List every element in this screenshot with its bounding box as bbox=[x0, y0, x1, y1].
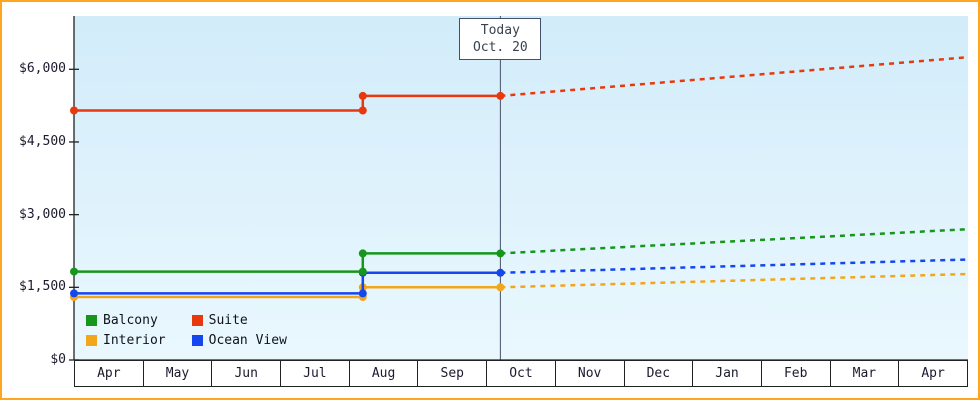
plot-background bbox=[74, 16, 968, 360]
month-cell-apr: Apr bbox=[898, 360, 968, 387]
legend-swatch-icon bbox=[191, 315, 203, 326]
series-projection-ocean-view bbox=[500, 258, 969, 275]
month-cell-nov: Nov bbox=[554, 360, 625, 387]
y-axis-label: $0 bbox=[50, 352, 66, 367]
series-point-suite bbox=[70, 106, 78, 115]
month-cell-oct: Oct bbox=[486, 360, 556, 387]
legend: Balcony Suite Interior Ocean View bbox=[86, 313, 287, 348]
series-point-balcony bbox=[70, 267, 78, 276]
series-line-suite bbox=[74, 94, 501, 112]
legend-label: Balcony bbox=[103, 313, 158, 328]
month-cell-apr: Apr bbox=[74, 360, 144, 387]
month-cell-aug: Aug bbox=[348, 360, 419, 387]
series-point-suite bbox=[358, 106, 367, 115]
month-cell-mar: Mar bbox=[829, 360, 900, 387]
series-point-ocean-view bbox=[70, 289, 78, 298]
series-line-ocean-view bbox=[74, 271, 501, 295]
y-axis-label: $4,500 bbox=[19, 133, 66, 149]
y-axis-label: $6,000 bbox=[19, 61, 66, 77]
series-projection-interior bbox=[500, 272, 969, 289]
series-point-ocean-view bbox=[496, 268, 505, 277]
legend-swatch-icon bbox=[86, 315, 97, 326]
series-projection-balcony bbox=[500, 227, 969, 255]
month-cell-jan: Jan bbox=[692, 360, 762, 387]
x-axis-month-row: Apr May Jun Jul Aug Sep Oct Nov Dec Jan Feb Mar Apr bbox=[74, 360, 968, 387]
today-label-line1: Today bbox=[480, 23, 520, 38]
series-point-suite bbox=[358, 91, 367, 100]
month-cell-dec: Dec bbox=[623, 360, 694, 387]
series-point-balcony bbox=[358, 249, 367, 258]
legend-label: Ocean View bbox=[208, 333, 287, 348]
y-axis-label: $3,000 bbox=[19, 206, 66, 222]
legend-label: Interior bbox=[103, 333, 166, 348]
y-axis-label: $1,500 bbox=[19, 279, 66, 295]
legend-item-balcony: Balcony bbox=[86, 313, 166, 328]
month-cell-jul: Jul bbox=[280, 360, 350, 387]
month-cell-sep: Sep bbox=[417, 360, 488, 387]
legend-swatch-icon bbox=[191, 335, 203, 346]
legend-item-ocean-view: Ocean View bbox=[191, 333, 287, 348]
series-point-balcony bbox=[496, 249, 505, 258]
series-point-ocean-view bbox=[358, 289, 367, 298]
series-point-interior bbox=[496, 283, 505, 292]
series-point-balcony bbox=[358, 267, 367, 276]
today-label-line2: Oct. 20 bbox=[472, 40, 528, 55]
today-marker-label: Today Oct. 20 bbox=[459, 18, 542, 60]
legend-swatch-icon bbox=[86, 335, 97, 346]
legend-item-interior: Interior bbox=[86, 333, 166, 348]
series-projection-suite bbox=[500, 55, 969, 98]
series-line-balcony bbox=[74, 252, 501, 273]
legend-item-suite: Suite bbox=[191, 313, 287, 328]
month-cell-may: May bbox=[142, 360, 213, 387]
series-point-suite bbox=[496, 91, 505, 100]
month-cell-feb: Feb bbox=[760, 360, 831, 387]
month-cell-jun: Jun bbox=[211, 360, 282, 387]
legend-label: Suite bbox=[208, 313, 248, 328]
